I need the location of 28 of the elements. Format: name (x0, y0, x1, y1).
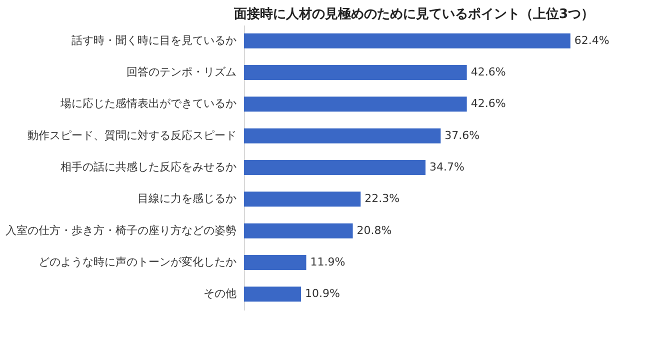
bar (244, 192, 361, 207)
data-label: 42.6% (470, 66, 506, 78)
y-tick-label: 相手の話に共感した反応をみせるか (60, 160, 236, 174)
bar (244, 65, 467, 80)
y-tick-label: 動作スピード、質問に対する反応スピード (28, 128, 236, 142)
chart-title: 面接時に人材の見極めのために見ているポイント（上位3つ） (232, 6, 594, 22)
y-tick-label: 話す時・聞く時に目を見ているか (72, 34, 236, 47)
bar (244, 96, 467, 112)
bar (244, 286, 302, 302)
data-label: 37.6% (444, 128, 480, 142)
bar (244, 160, 426, 175)
y-tick-label: 入室の仕方・歩き方・椅子の座り方などの姿勢 (6, 224, 236, 237)
data-label: 20.8% (356, 224, 392, 237)
y-tick-label: 目線に力を感じるか (138, 192, 236, 206)
data-label: 11.9% (310, 256, 346, 268)
bar (244, 223, 353, 238)
data-label: 34.7% (430, 160, 464, 174)
y-tick-label: その他 (204, 287, 236, 300)
data-label: 42.6% (470, 97, 506, 110)
y-tick-label: 回答のテンポ・リズム (126, 66, 236, 78)
y-tick-label: 場に応じた感情表出ができているか (60, 97, 236, 110)
bar (244, 255, 306, 270)
data-label: 10.9% (305, 287, 340, 300)
y-tick-label: どのような時に声のトーンが変化したか (38, 256, 236, 268)
data-label: 22.3% (364, 192, 400, 206)
data-label: 62.4% (574, 34, 610, 47)
bar (244, 128, 441, 144)
bar (244, 33, 570, 48)
